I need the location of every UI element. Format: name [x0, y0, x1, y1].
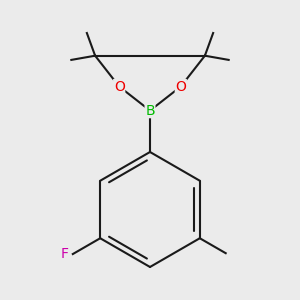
Text: B: B — [145, 103, 155, 118]
Text: O: O — [176, 80, 186, 94]
Text: O: O — [114, 80, 124, 94]
Text: F: F — [60, 247, 68, 261]
